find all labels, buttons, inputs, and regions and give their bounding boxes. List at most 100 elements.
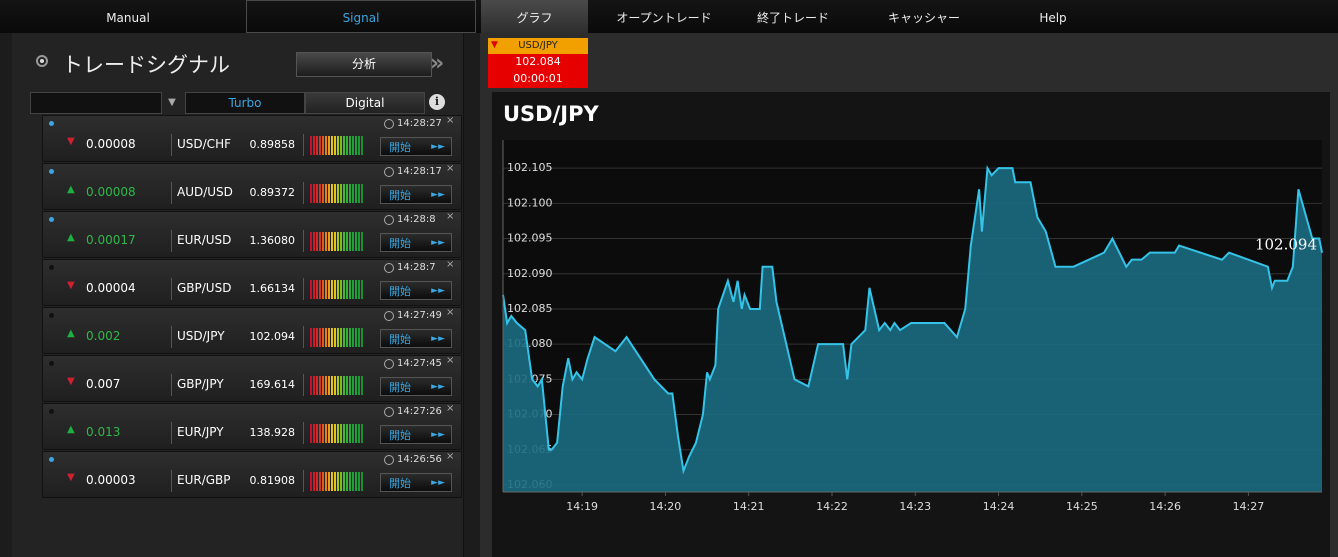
meter-bar <box>334 280 336 299</box>
meter-bar <box>310 232 312 251</box>
meter-bar <box>331 472 333 491</box>
meter-bar <box>331 376 333 395</box>
dropdown[interactable] <box>30 92 162 114</box>
y-tick-label: 102.085 <box>507 302 553 315</box>
divider <box>171 326 172 348</box>
divider <box>171 230 172 252</box>
direction-arrow: ▲ <box>67 424 75 435</box>
close-icon[interactable]: × <box>446 115 455 126</box>
signal-time: 14:28:17 <box>397 166 442 177</box>
tab-digital[interactable]: Digital <box>305 92 425 114</box>
meter-bar <box>355 376 357 395</box>
meter-bar <box>313 376 315 395</box>
start-button[interactable]: 開始 ►► <box>380 185 452 204</box>
direction-arrow: ▲ <box>67 184 75 195</box>
dropdown-arrow[interactable]: ▼ <box>168 97 176 108</box>
meter-bar <box>319 184 321 203</box>
change-value: 0.00008 <box>86 137 136 151</box>
chart-title: USD/JPY <box>503 102 599 126</box>
meter-bar <box>349 184 351 203</box>
x-tick-label: 14:27 <box>1233 500 1265 513</box>
meter-bar <box>337 424 339 443</box>
tab-open[interactable]: オープントレード <box>616 11 712 25</box>
meter-bar <box>340 184 342 203</box>
start-button[interactable]: 開始 ►► <box>380 377 452 396</box>
close-icon[interactable]: × <box>446 163 455 174</box>
x-tick-label: 14:20 <box>650 500 682 513</box>
tab-turbo[interactable]: Turbo <box>185 92 305 114</box>
price: 169.614 <box>249 378 296 391</box>
meter-bar <box>340 136 342 155</box>
meter-bar <box>328 136 330 155</box>
divider <box>303 278 304 300</box>
direction-arrow: ▼ <box>67 472 75 483</box>
close-icon[interactable]: × <box>446 259 455 270</box>
close-icon[interactable]: × <box>446 355 455 366</box>
tab-cashier[interactable]: キャッシャー <box>887 11 960 25</box>
meter-bar <box>337 328 339 347</box>
signal-row: ▲ 0.00017 EUR/USD 1.36080 14:28:8 × 開始 ►► <box>42 211 462 258</box>
ticker-box <box>488 54 588 88</box>
start-button[interactable]: 開始 ►► <box>380 329 452 348</box>
tab-signal[interactable]: Signal <box>246 0 476 33</box>
close-icon[interactable]: × <box>446 211 455 222</box>
start-button[interactable]: 開始 ►► <box>380 425 452 444</box>
meter-bar <box>313 136 315 155</box>
meter-bar <box>322 424 324 443</box>
signal-time: 14:28:8 <box>397 214 436 225</box>
meter-bar <box>343 280 345 299</box>
signal-meter <box>310 376 366 396</box>
meter-bar <box>328 472 330 491</box>
meter-bar <box>310 472 312 491</box>
tab-closed[interactable]: 終了トレード <box>756 11 829 25</box>
close-icon[interactable]: × <box>446 403 455 414</box>
meter-bar <box>334 328 336 347</box>
meter-bar <box>316 376 318 395</box>
meter-bar <box>319 280 321 299</box>
tab-help[interactable]: Help <box>1039 11 1067 25</box>
change-value: 0.00004 <box>86 281 136 295</box>
price: 1.36080 <box>249 234 296 247</box>
info-icon[interactable]: i <box>429 94 445 110</box>
meter-bar <box>337 376 339 395</box>
pair: GBP/JPY <box>177 377 224 391</box>
change-value: 0.013 <box>86 425 121 439</box>
meter-bar <box>334 424 336 443</box>
meter-bar <box>325 328 327 347</box>
meter-bar <box>361 232 363 251</box>
close-icon[interactable]: × <box>446 307 455 318</box>
start-button[interactable]: 開始 ►► <box>380 137 452 156</box>
meter-bar <box>346 136 348 155</box>
y-tick-label: 102.090 <box>507 267 553 280</box>
status-dot <box>49 217 54 222</box>
meter-bar <box>343 136 345 155</box>
ticker-arrow: ▼ <box>491 40 498 50</box>
meter-bar <box>355 472 357 491</box>
meter-bar <box>316 184 318 203</box>
chevrons: » <box>430 51 445 76</box>
tab-graph[interactable]: グラフ <box>481 0 588 33</box>
start-button[interactable]: 開始 ►► <box>380 473 452 492</box>
meter-bar <box>349 328 351 347</box>
meter-bar <box>328 376 330 395</box>
start-arrow: ►► <box>431 382 445 392</box>
start-button[interactable]: 開始 ►► <box>380 281 452 300</box>
tab-manual[interactable]: Manual <box>106 11 150 25</box>
ticker: USD/JPY ▼ 102.084 00:00:01 <box>488 38 588 88</box>
meter-bar <box>355 328 357 347</box>
meter-bar <box>346 376 348 395</box>
meter-bar <box>355 136 357 155</box>
meter-bar <box>355 424 357 443</box>
close-icon[interactable]: × <box>446 451 455 462</box>
analyze-button[interactable]: 分析 <box>296 52 432 77</box>
pair: EUR/JPY <box>177 425 224 439</box>
status-dot <box>49 313 54 318</box>
meter-bar <box>355 184 357 203</box>
clock-icon <box>384 167 394 177</box>
meter-bar <box>331 280 333 299</box>
start-button[interactable]: 開始 ►► <box>380 233 452 252</box>
meter-bar <box>337 472 339 491</box>
signal-panel: トレードシグナル 分析 » ▼ Turbo Digital i ▼ 0.00008… <box>12 33 464 557</box>
meter-bar <box>331 136 333 155</box>
pair: EUR/USD <box>177 233 232 247</box>
